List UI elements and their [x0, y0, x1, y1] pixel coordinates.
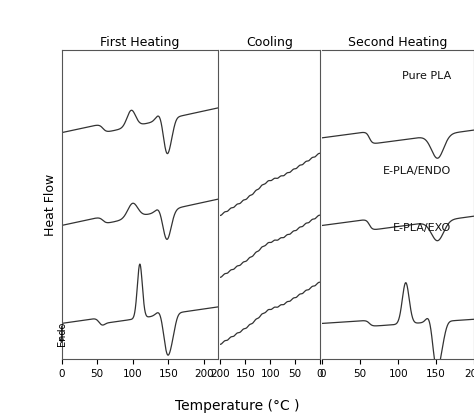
Y-axis label: Heat Flow: Heat Flow	[45, 174, 57, 236]
Text: Pure PLA: Pure PLA	[402, 71, 451, 81]
Text: Endo: Endo	[56, 321, 66, 346]
Text: E-PLA/EXO: E-PLA/EXO	[393, 223, 451, 233]
Text: Temperature (°C ): Temperature (°C )	[175, 399, 299, 413]
Title: Second Heating: Second Heating	[348, 36, 448, 49]
Text: E-PLA/ENDO: E-PLA/ENDO	[383, 166, 451, 176]
Title: Cooling: Cooling	[247, 36, 293, 49]
Title: First Heating: First Heating	[100, 36, 180, 49]
